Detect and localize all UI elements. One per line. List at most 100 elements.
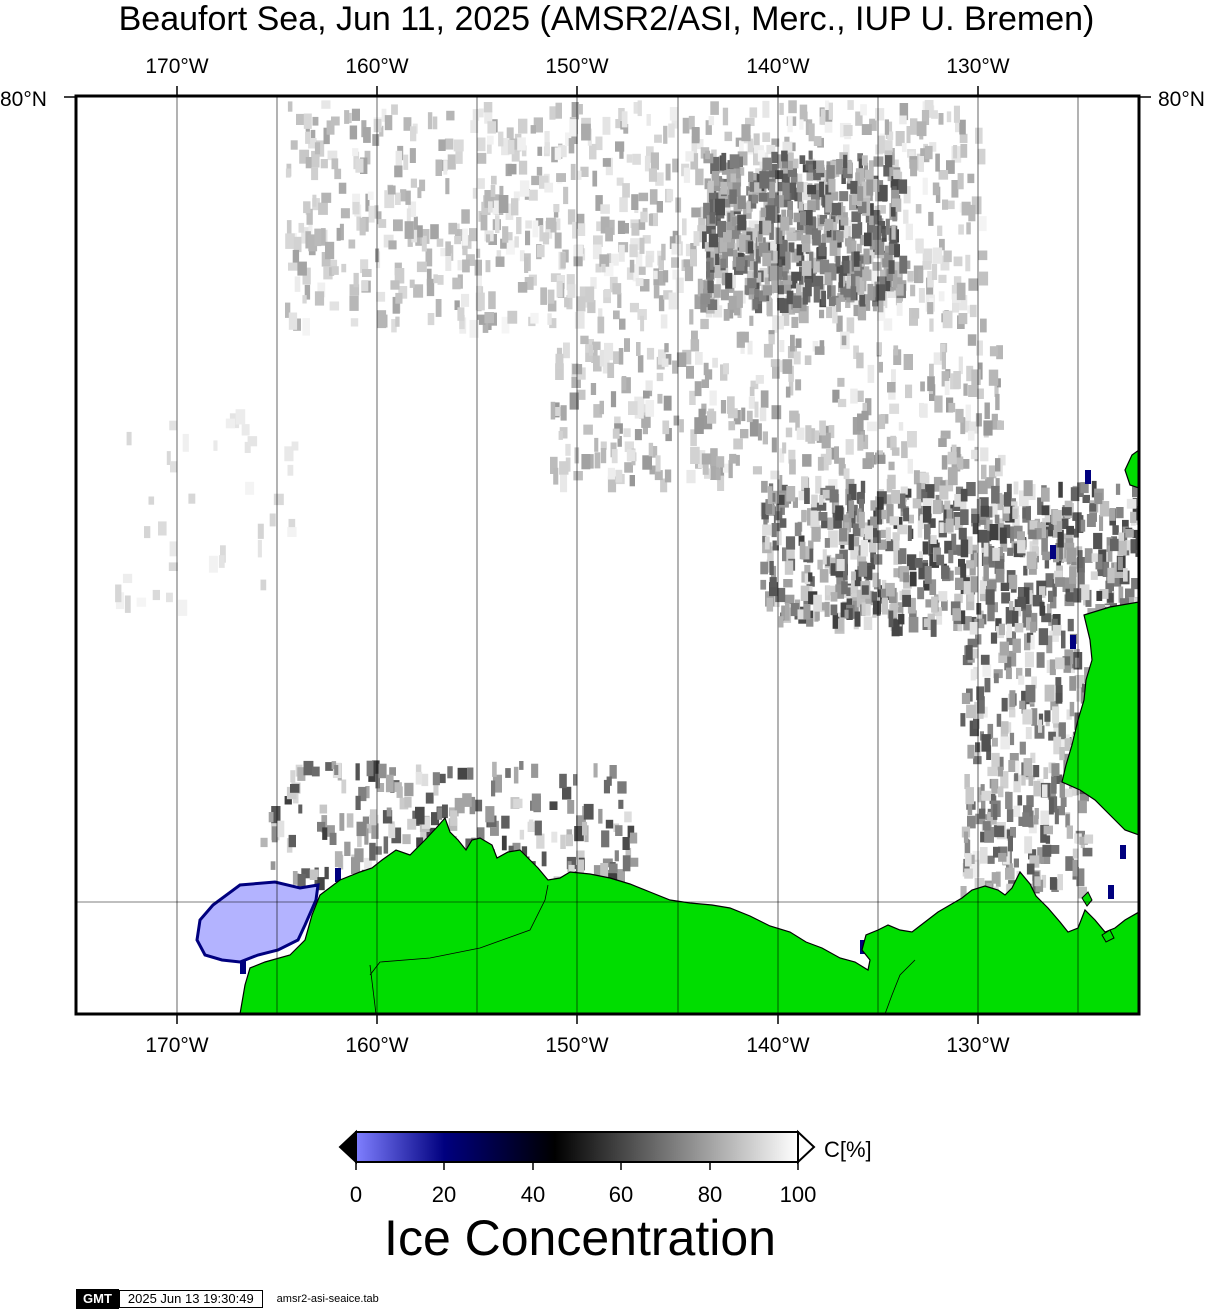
ice-pixel xyxy=(445,178,450,195)
ice-pixel xyxy=(629,302,639,313)
ice-pixel xyxy=(1006,829,1013,839)
ice-pixel xyxy=(1066,525,1074,535)
ice-pixel xyxy=(1024,651,1034,668)
ice-pixel xyxy=(550,273,561,282)
ice-pixel xyxy=(788,242,795,253)
ice-pixel xyxy=(917,587,925,600)
ice-pixel xyxy=(871,591,877,603)
ice-pixel xyxy=(730,171,738,185)
ice-pixel xyxy=(455,150,463,164)
ice-pixel xyxy=(408,201,417,218)
ice-pixel xyxy=(1009,732,1015,746)
ice-pixel xyxy=(806,618,814,627)
data-file-name: amsr2-asi-seaice.tab xyxy=(276,1293,379,1305)
ice-pixel xyxy=(492,200,499,215)
ice-pixel xyxy=(452,277,461,290)
ice-pixel xyxy=(798,535,805,546)
ice-pixel xyxy=(932,247,943,264)
ice-pixel xyxy=(961,692,971,704)
ice-pixel xyxy=(367,191,374,200)
ice-pixel xyxy=(1125,529,1134,538)
ice-pixel xyxy=(877,135,885,154)
ice-pixel xyxy=(970,576,979,593)
ice-pixel xyxy=(689,309,694,325)
ice-pixel xyxy=(813,286,820,303)
ice-pixel xyxy=(896,273,903,285)
ice-pixel xyxy=(640,279,650,292)
ice-pixel xyxy=(969,304,977,318)
ice-pixel xyxy=(843,286,852,298)
ice-pixel xyxy=(954,516,963,530)
ice-pixel xyxy=(871,270,879,289)
ice-pixel xyxy=(964,417,971,433)
ice-pixel xyxy=(903,186,911,204)
ice-pixel xyxy=(825,556,830,567)
ice-pixel xyxy=(921,110,930,125)
ice-pixel xyxy=(796,283,802,300)
ice-concentration-layer xyxy=(115,100,1139,974)
ice-pixel xyxy=(797,297,807,312)
ice-pixel xyxy=(759,407,767,422)
land-small-island xyxy=(1081,891,1093,907)
ice-pixel xyxy=(701,453,712,465)
ice-pixel xyxy=(832,512,842,529)
ice-pixel xyxy=(998,652,1008,663)
ice-pixel xyxy=(941,455,948,470)
ice-pixel xyxy=(299,149,310,164)
ice-pixel xyxy=(576,389,586,400)
ice-pixel xyxy=(783,275,793,285)
ice-pixel xyxy=(851,194,861,205)
ice-pixel xyxy=(885,527,891,542)
ice-pixel xyxy=(881,597,888,615)
ice-pixel xyxy=(514,236,519,248)
ice-pixel xyxy=(938,113,944,125)
ice-pixel xyxy=(771,151,778,164)
ice-pixel xyxy=(766,597,774,612)
ice-pixel xyxy=(757,231,763,242)
ice-pixel xyxy=(427,112,433,130)
ice-pixel xyxy=(136,597,147,607)
ice-pixel xyxy=(824,601,830,617)
ice-pixel xyxy=(504,232,513,246)
ice-pixel xyxy=(1029,855,1040,868)
ice-pixel xyxy=(550,401,556,420)
ice-pixel xyxy=(1012,508,1018,519)
ice-pixel xyxy=(615,469,623,483)
ice-pixel xyxy=(847,100,854,110)
ice-pixel xyxy=(285,302,291,318)
ice-pixel xyxy=(604,342,614,361)
ice-pixel xyxy=(901,142,907,153)
ice-pixel xyxy=(827,517,834,530)
ice-pixel xyxy=(924,100,934,118)
ice-pixel xyxy=(694,294,703,310)
ice-pixel xyxy=(903,507,910,522)
ice-pixel xyxy=(1031,708,1038,726)
ice-pixel xyxy=(477,152,487,164)
ice-pixel xyxy=(762,431,768,445)
ice-pixel xyxy=(304,284,311,300)
ice-pixel xyxy=(672,360,678,374)
ice-pixel xyxy=(663,125,668,144)
ice-pixel xyxy=(358,786,367,802)
ice-pixel xyxy=(818,512,828,521)
ice-pixel xyxy=(983,420,993,436)
ice-pixel xyxy=(719,466,725,477)
ice-pixel xyxy=(1108,885,1114,899)
ice-pixel xyxy=(819,215,828,225)
ice-pixel xyxy=(240,960,246,974)
ice-pixel xyxy=(329,832,337,845)
ice-pixel xyxy=(599,349,605,367)
ice-pixel xyxy=(645,380,653,391)
ice-pixel xyxy=(726,222,735,231)
ice-pixel xyxy=(762,524,771,536)
ice-pixel xyxy=(655,172,664,186)
ice-pixel xyxy=(613,310,620,320)
ice-pixel xyxy=(498,195,509,213)
ice-pixel xyxy=(375,773,380,789)
ice-pixel xyxy=(671,257,679,268)
ice-pixel xyxy=(985,589,995,605)
ice-pixel xyxy=(270,861,276,870)
ice-pixel xyxy=(754,288,760,298)
ice-pixel xyxy=(710,101,719,115)
ice-pixel xyxy=(857,277,865,295)
